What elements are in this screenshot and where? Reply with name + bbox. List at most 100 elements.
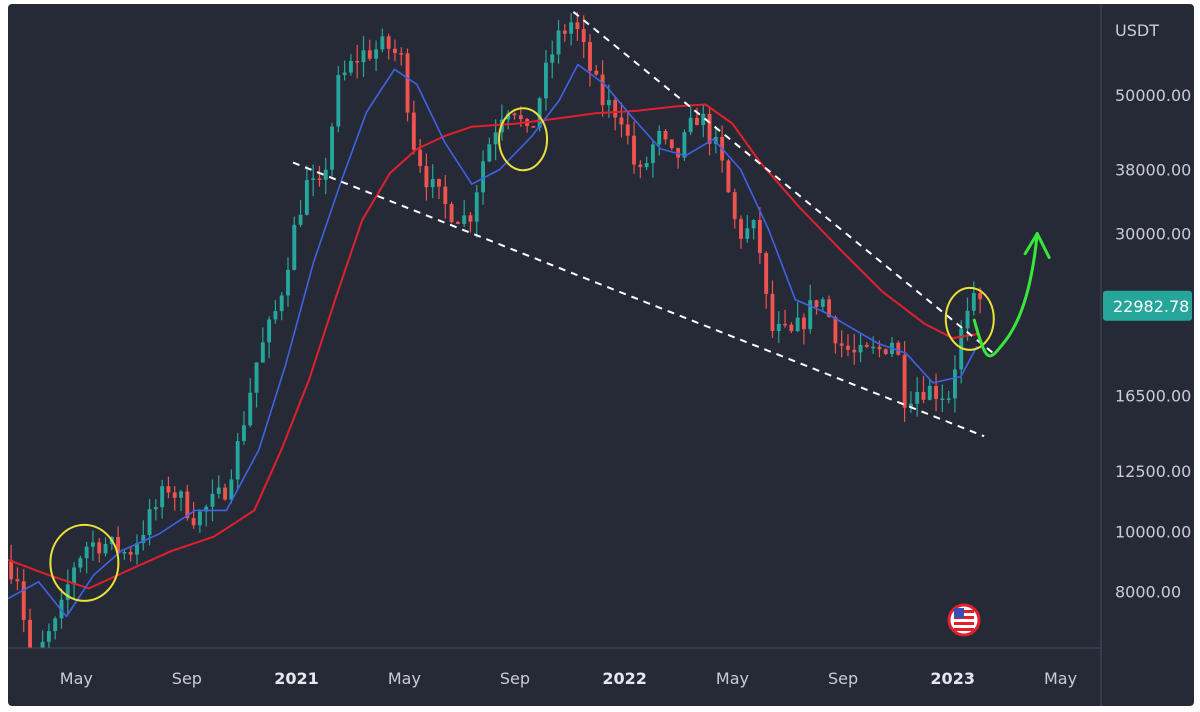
candle xyxy=(676,147,681,169)
candle xyxy=(103,537,108,557)
y-tick-label: 8000.00 xyxy=(1115,583,1181,602)
candle xyxy=(915,377,920,417)
candle xyxy=(550,40,555,79)
candle xyxy=(971,281,976,316)
candle xyxy=(663,129,668,145)
candle xyxy=(172,486,177,511)
current-price-badge: 22982.78 xyxy=(1103,290,1192,321)
candle xyxy=(153,498,158,521)
candle xyxy=(267,316,272,359)
candle xyxy=(562,23,567,42)
candle xyxy=(575,12,580,41)
candle xyxy=(695,107,699,126)
candle xyxy=(632,121,636,174)
candle xyxy=(210,479,215,522)
candle xyxy=(701,104,706,138)
candle xyxy=(399,47,404,66)
candle xyxy=(846,334,850,357)
candle xyxy=(757,207,762,264)
candle xyxy=(53,616,58,640)
candle xyxy=(927,378,932,401)
candle xyxy=(462,199,467,227)
candle xyxy=(443,174,448,219)
highlight-circle xyxy=(49,523,120,602)
x-tick-label: Sep xyxy=(500,669,530,688)
candle xyxy=(141,520,146,551)
candle xyxy=(304,165,309,216)
candle xyxy=(745,214,750,243)
y-tick-label: 30000.00 xyxy=(1115,225,1191,244)
candle xyxy=(179,489,183,512)
candle xyxy=(424,153,429,201)
y-tick-label: 38000.00 xyxy=(1115,161,1191,180)
candle xyxy=(833,315,838,354)
candle xyxy=(323,157,328,195)
candle xyxy=(430,164,435,199)
candle xyxy=(97,537,102,563)
candle xyxy=(707,108,712,156)
candle xyxy=(405,48,410,122)
candle xyxy=(739,215,743,249)
candle xyxy=(355,45,360,79)
x-tick-label: May xyxy=(716,669,749,688)
candle xyxy=(216,475,221,499)
support-trendline xyxy=(292,161,985,438)
ma-long-line xyxy=(8,103,978,590)
candle xyxy=(789,322,794,334)
candle xyxy=(619,102,624,138)
candle xyxy=(59,588,64,629)
x-tick-label: Sep xyxy=(172,669,202,688)
candle xyxy=(128,546,133,562)
candle xyxy=(852,334,857,365)
candle xyxy=(770,280,775,338)
candle xyxy=(934,373,939,412)
candle xyxy=(248,378,253,428)
candle xyxy=(581,15,586,59)
candle xyxy=(650,140,655,178)
x-axis[interactable]: May Sep 2021 May Sep 2022 May Sep 2023 May xyxy=(60,669,1077,688)
x-tick-label: May xyxy=(60,669,93,688)
candle xyxy=(487,137,492,163)
candle xyxy=(908,391,913,413)
highlight-circle xyxy=(498,107,549,172)
candle xyxy=(808,284,813,334)
candle xyxy=(600,60,605,117)
ma-short-line xyxy=(8,63,978,618)
candle xyxy=(839,330,844,358)
candle xyxy=(191,501,196,529)
price-chart[interactable]: USDT 8000.00 10000.00 12500.00 16500.00 3000… xyxy=(8,4,1194,706)
candle xyxy=(751,219,756,240)
candle xyxy=(241,410,246,445)
candle xyxy=(78,555,83,573)
candle xyxy=(921,375,926,404)
candle xyxy=(544,50,548,111)
x-tick-label: May xyxy=(388,669,421,688)
candle xyxy=(795,302,800,333)
candle xyxy=(279,292,284,321)
candle xyxy=(35,647,37,648)
candle xyxy=(260,327,265,363)
candle xyxy=(90,530,95,562)
candle xyxy=(556,19,561,64)
candle xyxy=(386,33,391,60)
y-tick-label: 50000.00 xyxy=(1115,86,1191,105)
candle xyxy=(28,608,32,648)
x-tick-label: 2021 xyxy=(274,669,319,688)
y-tick-label: 16500.00 xyxy=(1115,387,1191,406)
candle xyxy=(235,433,240,491)
candle xyxy=(367,39,372,61)
candle xyxy=(40,630,45,648)
candle xyxy=(455,220,460,225)
y-axis-unit: USDT xyxy=(1115,21,1159,40)
candlestick-series xyxy=(9,12,983,648)
candle xyxy=(657,125,662,156)
y-axis[interactable]: USDT 8000.00 10000.00 12500.00 16500.00 3000… xyxy=(1103,21,1192,602)
moving-averages xyxy=(8,63,978,618)
candle xyxy=(317,165,322,187)
candle xyxy=(594,64,599,76)
us-flag-event-icon[interactable] xyxy=(947,603,981,637)
candle xyxy=(776,311,781,343)
candle xyxy=(525,117,530,133)
forecast-arrow-head xyxy=(1023,232,1051,260)
candle xyxy=(940,384,945,413)
